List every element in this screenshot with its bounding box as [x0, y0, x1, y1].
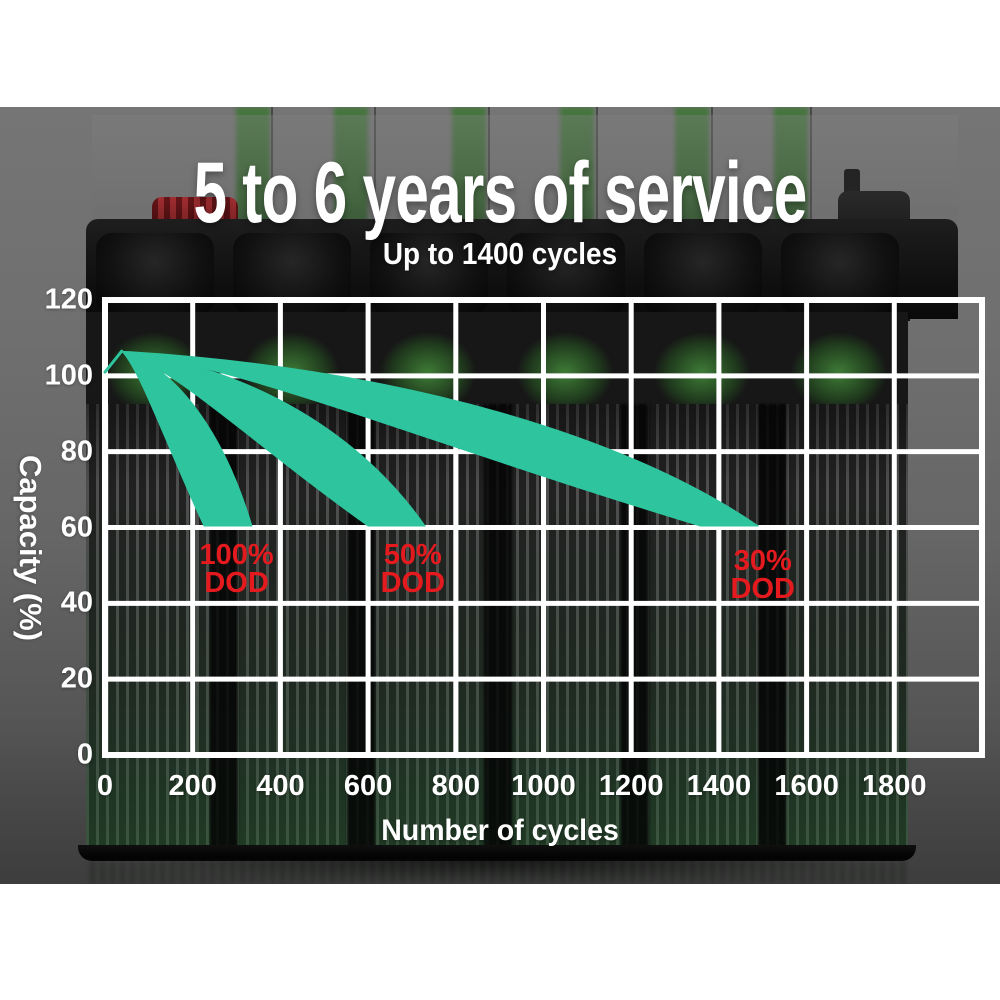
y-tick-label: 60 [60, 511, 93, 543]
x-tick-label: 1600 [774, 770, 839, 802]
panel-seam [488, 107, 490, 233]
y-tick-label: 100 [44, 359, 93, 392]
x-tick-label: 600 [343, 770, 393, 802]
band-leader-line [103, 349, 124, 374]
x-tick-label: 1400 [686, 770, 752, 802]
panel-seam [374, 107, 376, 233]
x-tick-label: 200 [168, 770, 217, 802]
y-tick-label: 120 [44, 283, 93, 316]
dod-label: 30% DOD [730, 544, 795, 605]
y-tick-label: 0 [76, 738, 93, 771]
x-tick-label: 0 [96, 770, 114, 802]
panel-seam [810, 107, 812, 233]
battery-reflection [86, 861, 908, 884]
page-subtitle: Up to 1400 cycles [382, 236, 618, 271]
plot-border [102, 297, 985, 758]
battery-cell-column-icon [334, 107, 368, 237]
panel-seam [596, 107, 598, 233]
battery-cell-column-icon [675, 107, 709, 237]
battery-cell-column-icon [774, 107, 808, 237]
y-tick-label: 40 [60, 586, 93, 619]
dod-label: 100% DOD [199, 539, 274, 600]
x-tick-label: 1200 [598, 770, 664, 802]
y-tick-label: 80 [60, 435, 93, 468]
battery-photo-backdrop [0, 107, 1000, 884]
y-tick-label: 20 [60, 662, 93, 695]
capacity-band-30DOD [121, 350, 759, 527]
page-title: 5 to 6 years of service [193, 145, 807, 241]
dod-label: 50% DOD [380, 539, 446, 600]
cell-separator [758, 404, 786, 852]
panel-seam [271, 107, 273, 233]
capacity-band-50DOD [121, 350, 426, 527]
battery-cell-column-icon [452, 107, 486, 237]
y-axis-title: Capacity (%) [13, 454, 48, 642]
battery-terminal-post [844, 169, 860, 195]
cell-separator [484, 404, 512, 852]
battery-cell-column-icon [236, 107, 270, 237]
x-tick-label: 1000 [511, 770, 576, 802]
panel-seam [711, 107, 713, 233]
x-axis-title: Number of cycles [381, 814, 619, 847]
battery-body [86, 312, 908, 852]
x-tick-label: 1800 [862, 770, 927, 802]
battery-cell-column-icon [560, 107, 594, 237]
battery-base-edge [78, 845, 916, 861]
x-tick-label: 800 [431, 770, 480, 802]
capacity-band-100DOD [121, 350, 253, 527]
x-tick-label: 400 [256, 770, 305, 802]
